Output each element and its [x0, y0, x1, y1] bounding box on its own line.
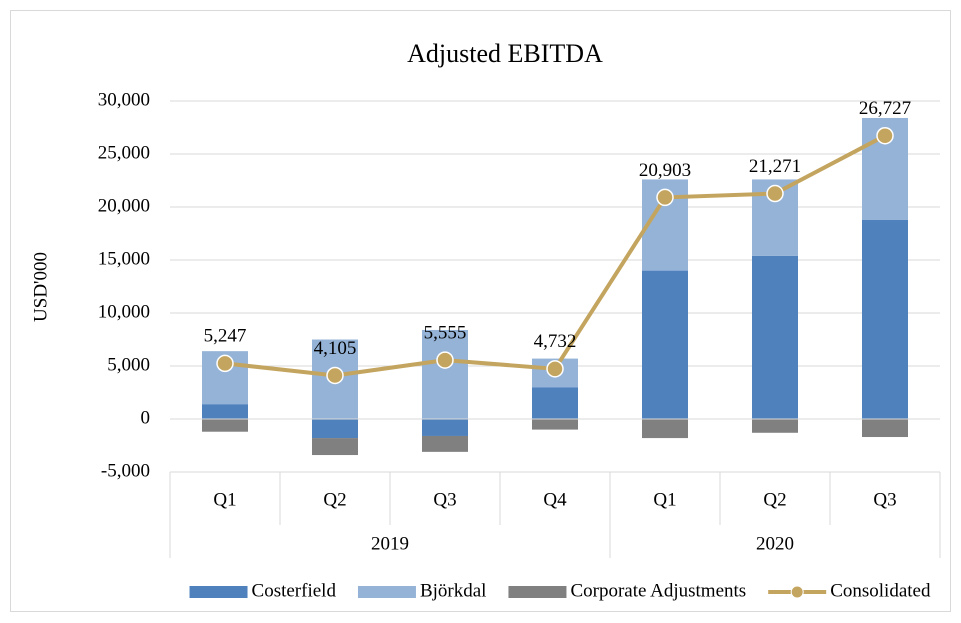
legend: Costerfield Björkdal Corporate Adjustments…: [189, 580, 931, 601]
legend-label: Björkdal: [420, 580, 487, 601]
legend-label: Consolidated: [830, 580, 931, 601]
y-tick-label: 25,000: [98, 142, 150, 163]
data-label: 21,271: [749, 156, 801, 177]
bar: [862, 419, 908, 438]
y-tick-label: 20,000: [98, 195, 150, 216]
bar: [422, 329, 468, 419]
line-marker: [326, 366, 344, 385]
y-tick-label: 30,000: [98, 89, 150, 110]
group-label: 2019: [371, 533, 409, 554]
bar: [312, 438, 358, 456]
x-tick-label: Q1: [213, 489, 236, 510]
legend-swatch: [357, 586, 416, 598]
bar: [642, 419, 688, 439]
legend-label: Costerfield: [252, 580, 337, 601]
chart-title: Adjusted EBITDA: [407, 39, 603, 68]
line-marker: [656, 188, 674, 207]
x-tick-label: Q2: [763, 489, 786, 510]
bar: [202, 419, 248, 432]
data-label: 26,727: [859, 98, 911, 119]
y-tick-label: 5,000: [107, 354, 150, 375]
data-label: 5,555: [424, 322, 467, 343]
legend-swatch: [189, 586, 248, 598]
x-tick-label: Q2: [323, 489, 346, 510]
data-label: 4,732: [534, 331, 577, 352]
x-tick-label: Q1: [653, 489, 676, 510]
bar: [752, 255, 798, 419]
bar: [532, 387, 578, 419]
x-tick-label: Q3: [873, 489, 896, 510]
legend-swatch: [508, 586, 567, 598]
data-label: 5,247: [204, 326, 247, 347]
legend-swatch: [790, 585, 804, 599]
bar: [752, 419, 798, 433]
bar: [862, 219, 908, 419]
line-marker: [436, 351, 454, 369]
x-tick-label: Q3: [433, 489, 456, 510]
legend-label: Corporate Adjustments: [570, 580, 746, 601]
y-tick-label: 0: [141, 407, 151, 428]
line-marker: [766, 184, 784, 203]
line-marker: [876, 126, 894, 145]
y-tick-label: 15,000: [98, 248, 150, 269]
line-marker: [546, 360, 564, 378]
bar: [422, 419, 468, 436]
bar: [202, 404, 248, 419]
bar: [422, 435, 468, 452]
bar: [312, 419, 358, 439]
data-label: 4,105: [314, 338, 357, 359]
y-axis-title: USD'000: [30, 252, 51, 322]
data-label: 20,903: [639, 160, 691, 181]
x-tick-label: Q4: [543, 489, 567, 510]
bar: [532, 419, 578, 430]
bar: [642, 270, 688, 419]
line-marker: [216, 354, 234, 373]
group-label: 2020: [756, 533, 794, 554]
y-tick-label: 10,000: [98, 301, 150, 322]
y-tick-label: -5,000: [101, 460, 150, 481]
